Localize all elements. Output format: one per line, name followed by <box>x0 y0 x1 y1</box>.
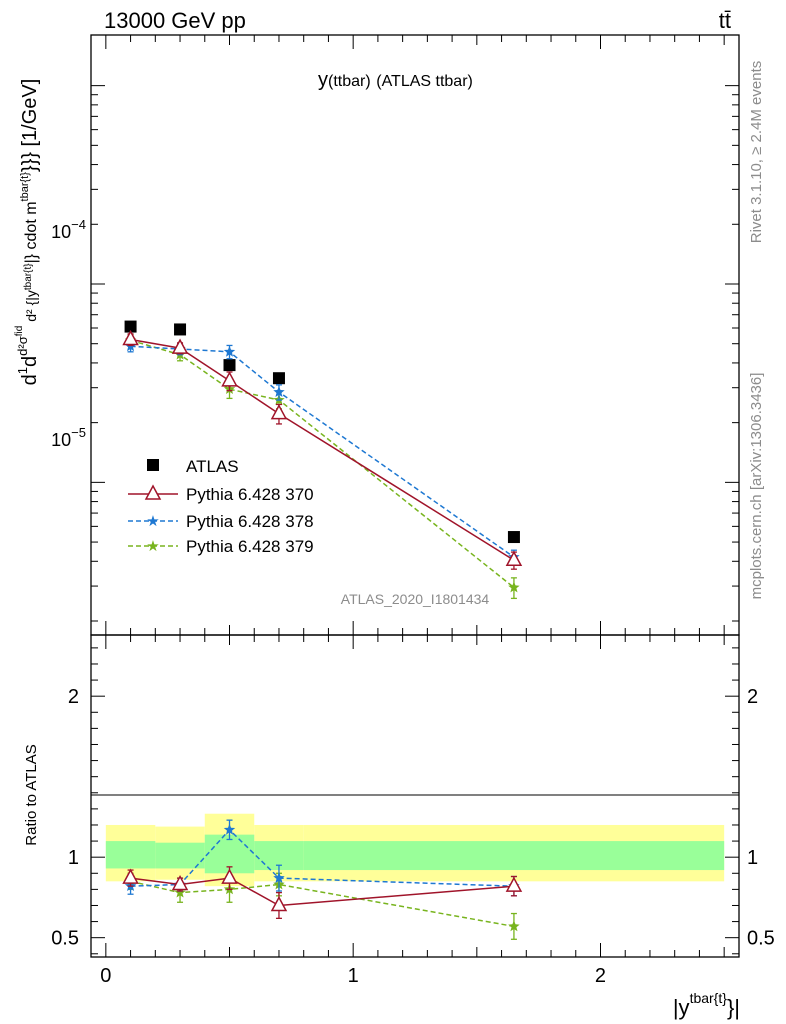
ratio-axis-ticks: 0 1 2 0.5 0.5 1 1 2 2 <box>51 635 775 987</box>
legend-marker-atlas <box>147 459 159 471</box>
ratio-pythia-370-point <box>270 895 288 912</box>
ratio-pythia-379-point <box>508 920 520 932</box>
legend-label-atlas: ATLAS <box>186 457 239 476</box>
energy-label: 13000 GeV pp <box>104 8 246 33</box>
ratio-frame <box>90 634 740 958</box>
main-ylabel: d1dd²σfid d² {|ytbar{t}|} cdot mtbar{t}}… <box>14 79 41 386</box>
ytick-label-1e-4: 10−4 <box>51 217 86 242</box>
ratio-ytick-label: 0.5 <box>51 928 79 950</box>
main-panel: y(ttbar) (ATLAS ttbar) ATLAS_2020_I18014… <box>14 34 740 636</box>
legend-label-370: Pythia 6.428 370 <box>186 485 314 504</box>
main-title-tail: (ATLAS ttbar) <box>376 73 473 90</box>
main-title-sub: (ttbar) <box>328 73 371 90</box>
legend-marker-378: ★ <box>146 513 159 530</box>
ratio-ytick-label: 1 <box>68 847 79 869</box>
legend-label-378: Pythia 6.428 378 <box>186 512 314 531</box>
ratio-band-green <box>303 841 725 871</box>
ratio-uncertainty-bands <box>105 813 725 887</box>
main-title: y(ttbar) (ATLAS ttbar) <box>318 69 473 91</box>
rivet-label: Rivet 3.1.10, ≥ 2.4M events <box>748 61 765 244</box>
ratio-pythia-370-point <box>505 876 523 892</box>
ratio-xlabel: |ytbar{t}}| <box>673 990 740 1020</box>
ratio-xtick-label: 1 <box>348 965 359 987</box>
main-pythia-379-point <box>508 581 520 593</box>
atlas-data-point <box>272 372 285 385</box>
main-pythia-370-point <box>122 329 139 346</box>
atlas-data-point <box>507 531 520 544</box>
main-pythia-370-point <box>221 371 238 387</box>
main-pythia-370-point <box>171 338 189 354</box>
ratio-ylabel: Ratio to ATLAS <box>23 744 40 845</box>
atlas-data-point <box>124 320 137 333</box>
atlas-data-point <box>223 359 236 372</box>
ratio-pythia-379-point <box>174 886 186 898</box>
ratio-curves <box>122 819 523 940</box>
legend: ATLAS Pythia 6.428 370 ★ Pythia 6.428 37… <box>128 457 314 556</box>
ratio-panel: 0 1 2 0.5 0.5 1 1 2 2 Ratio to ATLAS |ytbar{t}}| <box>23 634 775 1020</box>
analysis-watermark: ATLAS_2020_I1801434 <box>341 591 490 607</box>
legend-label-379: Pythia 6.428 379 <box>186 537 314 556</box>
main-pythia-370-point <box>270 404 288 420</box>
ratio-band-green <box>155 842 205 869</box>
main-pythia-378-point <box>273 386 285 397</box>
legend-marker-370 <box>144 484 162 500</box>
mcplots-label: mcplots.cern.ch [arXiv:1306.3436] <box>748 373 765 600</box>
ratio-xtick-label: 0 <box>100 965 111 987</box>
ratio-xtick-label: 2 <box>595 965 606 987</box>
ratio-pythia-370-point <box>122 868 139 884</box>
main-pythia-379-line <box>130 339 515 589</box>
process-label: tt̄ <box>719 8 731 33</box>
ratio-ytick-label: 2 <box>68 686 79 708</box>
ytick-label-1e-5: 10−5 <box>51 425 86 450</box>
ratio-pythia-378-point <box>273 872 285 883</box>
ratio-ytick-label-right: 0.5 <box>747 928 775 950</box>
ratio-ytick-label-right: 1 <box>747 847 758 869</box>
ratio-pythia-370-point <box>171 874 189 891</box>
main-pythia-370-point <box>505 550 523 566</box>
ratio-pythia-378-point <box>223 823 236 835</box>
main-curves <box>122 320 523 600</box>
atlas-data-point <box>174 323 187 336</box>
ratio-band-green <box>105 841 156 869</box>
ratio-pythia-379-line <box>130 880 515 928</box>
main-title-var: y <box>318 69 328 91</box>
legend-marker-379: ★ <box>146 538 159 555</box>
ratio-ytick-label-right: 2 <box>747 686 758 708</box>
ratio-pythia-370-point <box>221 868 238 884</box>
main-axis-ticks <box>91 35 739 635</box>
main-pythia-378-point <box>223 345 236 357</box>
